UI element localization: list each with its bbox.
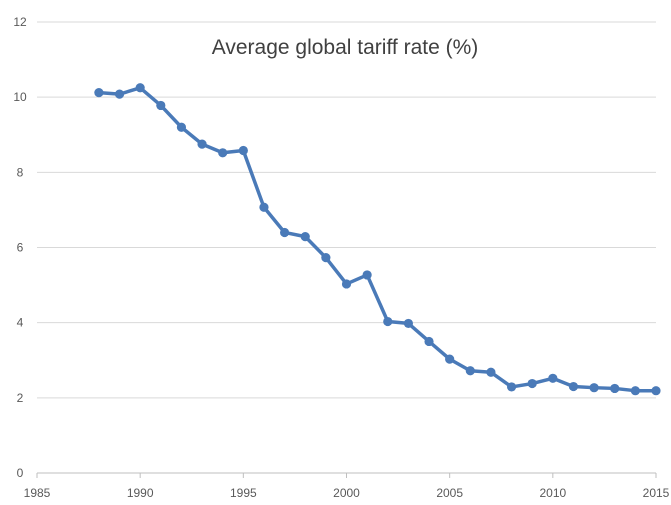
data-point-2008 (506, 382, 517, 392)
data-point-2014 (630, 386, 640, 396)
data-point-1993 (197, 139, 207, 149)
data-point-1996 (259, 202, 269, 212)
data-point-2006 (465, 366, 475, 376)
chart-title: Average global tariff rate (%) (212, 36, 479, 59)
y-tick-label: 2 (17, 391, 24, 405)
data-point-2009 (527, 378, 537, 389)
x-tick-label: 2015 (643, 486, 670, 500)
x-tick-label: 1985 (24, 486, 51, 500)
y-axis-tick-labels: 0 2 4 6 8 10 12 (13, 15, 27, 480)
data-point-2005 (445, 354, 455, 364)
data-point-2015 (651, 386, 661, 396)
data-point-1999 (321, 253, 331, 263)
data-point-1988 (94, 88, 104, 98)
series-line (97, 86, 658, 393)
series-tariff-rate (94, 83, 661, 396)
x-tick-label: 2000 (333, 486, 360, 500)
data-point-1994 (218, 148, 228, 158)
data-point-2003 (403, 318, 413, 329)
data-point-1998 (300, 232, 310, 242)
x-tick-label: 2010 (539, 486, 566, 500)
x-tick-label: 1990 (127, 486, 154, 500)
x-tick-label: 1995 (230, 486, 257, 500)
data-point-2010 (548, 373, 558, 383)
data-point-2013 (610, 383, 620, 394)
data-point-2002 (383, 316, 393, 327)
y-tick-label: 4 (17, 316, 24, 330)
data-point-2011 (568, 381, 579, 392)
x-axis-tick-labels: 1985 1990 1995 2000 2005 2010 2015 (24, 486, 670, 500)
y-tick-label: 6 (17, 241, 24, 255)
y-tick-label: 0 (17, 466, 24, 480)
x-tick-label: 2005 (436, 486, 463, 500)
data-point-1989 (114, 89, 125, 99)
data-point-1992 (176, 122, 187, 132)
data-point-2007 (486, 367, 496, 377)
axes (36, 472, 657, 478)
y-tick-label: 10 (13, 90, 27, 104)
grid-lines (37, 21, 656, 399)
y-tick-label: 12 (13, 15, 27, 29)
data-point-2004 (424, 336, 434, 347)
data-point-1990 (135, 83, 145, 93)
data-point-2001 (362, 270, 372, 280)
data-point-1991 (156, 100, 166, 111)
data-point-2012 (589, 383, 599, 393)
data-point-1995 (238, 145, 248, 156)
data-point-2000 (341, 279, 352, 289)
data-point-1997 (280, 227, 290, 238)
y-tick-label: 8 (17, 165, 24, 179)
